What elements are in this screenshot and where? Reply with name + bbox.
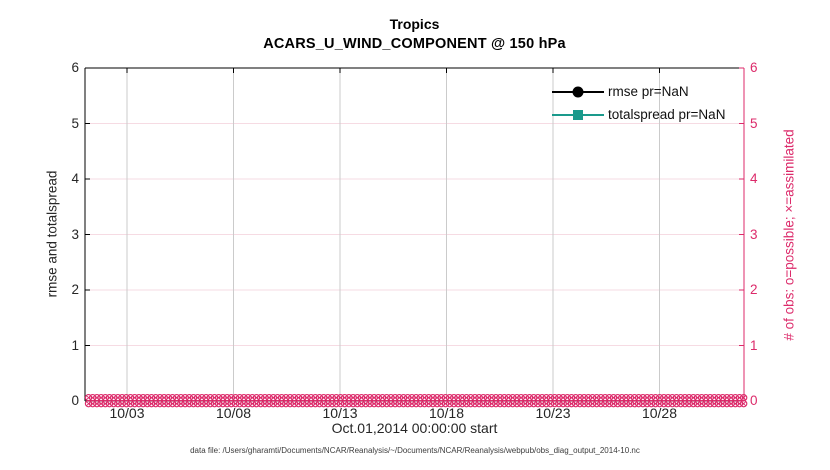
chart-title: Tropics ACARS_U_WIND_COMPONENT @ 150 hPa (85, 15, 744, 54)
y-tick-label-right: 4 (750, 171, 758, 186)
y-tick-label-left: 2 (71, 282, 79, 297)
x-tick-label: 10/08 (215, 405, 252, 421)
x-tick-label: 10/13 (322, 405, 358, 421)
y-tick-label-right: 0 (750, 393, 758, 408)
totalspread-line-sample (552, 108, 604, 122)
rmse-circle-marker-icon (572, 86, 584, 97)
data-file-caption: data file: /Users/gharamti/Documents/NCA… (190, 446, 640, 455)
y-axis-label-right: # of obs: o=possible; ×=assimilated (781, 129, 797, 341)
x-tick-label: 10/18 (428, 405, 465, 421)
x-axis-label: Oct.01,2014 00:00:00 start (331, 420, 498, 436)
gridlines (85, 68, 744, 401)
y-tick-label-left: 6 (71, 60, 79, 75)
y-tick-label-right: 3 (750, 226, 758, 242)
legend-item-rmse: rmse pr=NaN (552, 80, 725, 103)
y-tick-label-right: 5 (750, 115, 758, 131)
totalspread-square-marker-icon (573, 109, 583, 120)
chart-title-region: Tropics (389, 16, 440, 32)
legend: rmse pr=NaN totalspread pr=NaN (552, 80, 725, 126)
y-axis-label-left: rmse and totalspread (44, 170, 60, 298)
x-tick-label: 10/28 (641, 405, 678, 421)
y-tick-label-left: 0 (71, 393, 79, 408)
y-tick-label-left: 4 (71, 171, 79, 186)
legend-item-totalspread: totalspread pr=NaN (552, 103, 725, 126)
y-tick-label-left: 3 (71, 226, 79, 242)
legend-label-rmse: rmse pr=NaN (608, 84, 689, 99)
x-tick-label: 10/23 (535, 405, 571, 421)
rmse-line-sample (552, 85, 604, 99)
y-tick-label-right: 6 (750, 60, 758, 75)
legend-label-totalspread: totalspread pr=NaN (608, 107, 726, 122)
y-tick-label-right: 1 (750, 337, 758, 353)
x-tick-label: 10/03 (109, 405, 145, 421)
y-tick-label-right: 2 (750, 282, 758, 297)
chart-title-variable: ACARS_U_WIND_COMPONENT @ 150 hPa (263, 36, 566, 52)
y-tick-label-left: 5 (71, 115, 79, 131)
y-tick-label-left: 1 (71, 337, 79, 353)
obs-marker-band (84, 394, 748, 408)
